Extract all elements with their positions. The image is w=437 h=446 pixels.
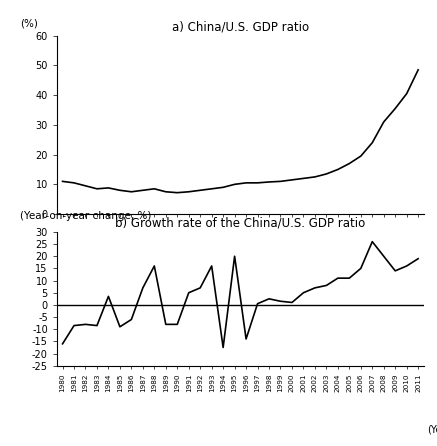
- Title: a) China/U.S. GDP ratio: a) China/U.S. GDP ratio: [172, 20, 309, 33]
- Text: (Year): (Year): [427, 425, 437, 435]
- Text: (%): (%): [20, 19, 38, 29]
- Title: b) Growth rate of the China/U.S. GDP ratio: b) Growth rate of the China/U.S. GDP rat…: [115, 216, 365, 229]
- Text: (Year-on-year change, %): (Year-on-year change, %): [20, 211, 152, 221]
